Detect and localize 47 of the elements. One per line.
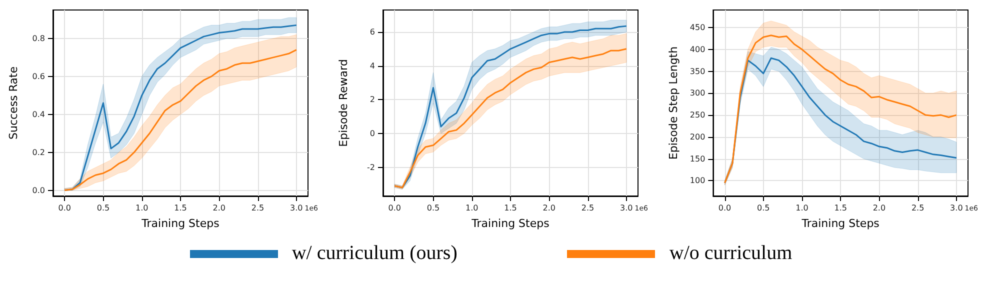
y-tick-label: 450	[690, 23, 706, 32]
y-tick-label: 250	[690, 110, 706, 120]
x-tick-label: 2.0	[872, 204, 886, 212]
y-tick-label: 0.0	[32, 186, 45, 195]
x-tick-label: 0.0	[388, 204, 401, 212]
y-tick-label: 100	[690, 176, 706, 186]
y-tick-label: 2	[370, 95, 375, 104]
y-tick-label: 300	[690, 88, 706, 98]
x-tick-label: 1.5	[504, 204, 517, 212]
x-tick-label: 2.0	[542, 204, 556, 212]
y-axis-title: Episode Step Length	[667, 46, 680, 160]
y-tick-label: 4	[370, 61, 375, 70]
y-tick-label: 6	[370, 27, 375, 36]
x-tick-label: 0.0	[58, 204, 71, 212]
y-tick-label: 350	[690, 66, 706, 76]
x-axis-title: Training Steps	[470, 217, 550, 230]
x-tick-label: 0.0	[718, 204, 732, 212]
x-tick-label: 1.5	[834, 204, 847, 212]
x-tick-label: 0.5	[426, 204, 440, 212]
x-axis-title: Training Steps	[800, 217, 880, 230]
y-tick-label: 200	[690, 132, 706, 142]
y-tick-label: 0.4	[32, 110, 45, 119]
x-tick-label: 3.0	[290, 204, 303, 212]
x-tick-label: 1.0	[465, 204, 478, 212]
y-axis-title: Episode Reward	[337, 59, 350, 147]
legend-label: w/o curriculum	[669, 242, 792, 265]
x-tick-label: 2.5	[581, 204, 594, 212]
y-tick-label: 0	[370, 128, 375, 138]
y-tick-label: 0.6	[32, 72, 45, 81]
y-axis-title: Success Rate	[7, 66, 20, 140]
x-tick-label: 1.0	[135, 204, 148, 212]
y-tick-label: 400	[690, 44, 706, 54]
x-tick-label: 2.0	[212, 204, 226, 212]
x-tick-label: 3.0	[950, 204, 963, 212]
x-tick-label: 3.0	[620, 204, 633, 212]
x-tick-label: 0.5	[96, 204, 110, 212]
x-tick-label: 1.0	[796, 204, 808, 212]
y-tick-label: 0.2	[32, 148, 45, 157]
y-tick-label: 0.8	[32, 34, 45, 43]
y-tick-label: -2	[367, 162, 375, 172]
y-tick-label: 150	[690, 154, 706, 164]
x-tick-label: 2.5	[911, 204, 924, 212]
x-tick-label: 0.5	[756, 204, 770, 212]
x-tick-label: 2.5	[251, 204, 264, 212]
legend-label: w/ curriculum (ours)	[292, 242, 458, 265]
x-axis-title: Training Steps	[140, 217, 220, 230]
x-tick-label: 1.5	[174, 204, 187, 212]
